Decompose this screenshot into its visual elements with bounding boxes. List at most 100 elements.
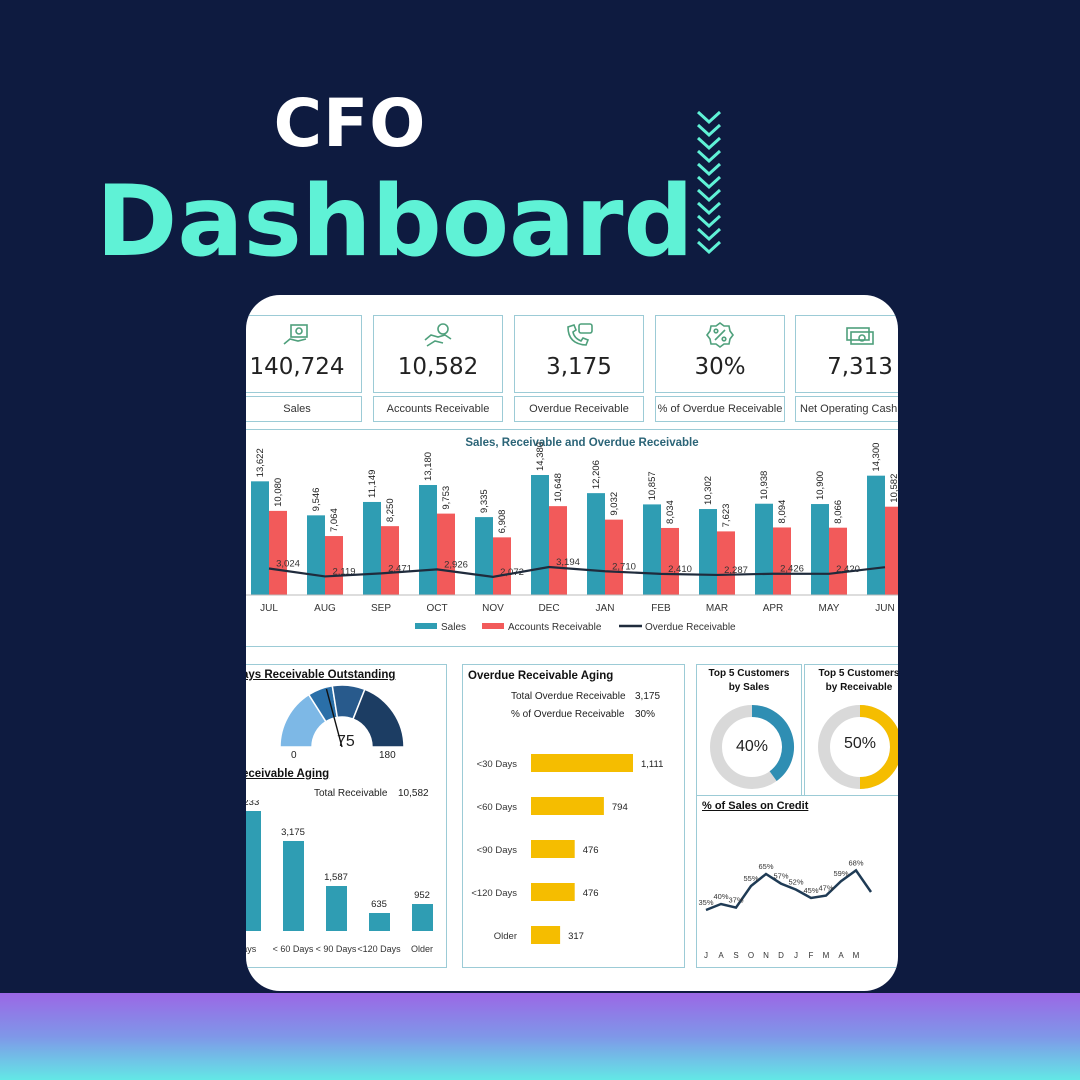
receivable-bar [829,527,847,595]
credit-month-label: J [704,951,708,960]
month-tick-label: OCT [426,603,447,614]
sales-bar [251,481,269,595]
overdue-aging-bar [531,883,575,901]
aging-bar [283,840,304,931]
overdue-aging-category: <120 Days [471,888,517,899]
donut-fill [859,705,898,789]
overdue-aging-value: 317 [568,931,584,942]
sales-bar [531,475,549,595]
receivable-bar [549,506,567,595]
month-tick-label: JUN [875,603,894,614]
aging-bar [369,912,390,931]
sales-bar [419,485,437,595]
aging-category-label: < 60 Days [273,944,314,954]
main-chart-panel [246,429,898,647]
kpi-card-sales: 140,724 [246,315,362,393]
credit-month-label: N [763,951,769,960]
overdue-data-label: 2,420 [836,564,860,575]
credit-month-label: J [794,951,798,960]
overdue-aging-value: 794 [612,802,628,813]
sales-bar [587,493,605,595]
overdue-data-label: 2,410 [668,564,692,575]
receivable-bar [885,506,898,595]
receivable-data-label: 8,034 [665,500,676,524]
aging-bar [246,811,261,931]
aging-chart: ,233 Days 3,175 < 60 Days 1,587 < 90 Days 635 <… [246,800,433,954]
credit-data-label: 68% [848,858,863,867]
overdue-aging-category: <30 Days [477,759,518,770]
overdue-aging-panel [462,664,685,968]
credit-data-label: 59% [833,869,848,878]
dro-gauge [279,685,405,748]
receivable-data-label: 8,094 [777,500,788,524]
legend-label-overdue: Overdue Receivable [645,622,736,633]
credit-data-label: 47% [818,884,833,893]
receivable-data-label: 7,064 [329,508,340,532]
overdue-aging-bar [531,797,604,815]
month-tick-label: DEC [538,603,559,614]
overdue-aging-category: <90 Days [477,845,518,856]
chevron-down-icon [696,110,722,255]
aging-data-label: 1,587 [324,872,348,883]
overdue-aging-bar [531,754,633,772]
credit-line [705,868,873,912]
credit-month-label: O [748,951,754,960]
credit-data-label: 40% [713,892,728,901]
receivable-bar [717,531,735,595]
legend-label-sales: Sales [441,622,466,633]
kpi-card-overdue-percent: 30% [655,315,785,393]
receivable-bar [661,527,679,595]
cash-stack-icon [846,327,874,345]
dro-title: ays Receivable Outstanding [246,669,396,681]
credit-data-label: 37% [728,896,743,905]
kpi-card-accounts-receivable: 10,582 [373,315,503,393]
aging-data-label: 952 [414,890,430,901]
credit-data-label: 35% [698,898,713,907]
kpi-label: Net Operating Cash F [795,396,898,422]
overdue-data-label: 2,926 [444,559,468,570]
dashboard-card: 140,724 Sales 10,582 Accounts Receivable… [246,295,898,991]
credit-data-label: 55% [743,874,758,883]
overdue-aging-bar [531,926,561,944]
receivable-data-label: 9,032 [609,492,620,516]
aging-title: eceivable Aging [246,768,330,780]
donut-fill [751,705,794,781]
money-hand-icon [283,324,308,345]
receivable-bar [325,536,343,595]
credit-month-label: F [809,951,814,960]
kpi-label: Sales [246,396,362,422]
phone-message-icon [567,323,593,346]
sales-data-label: 13,180 [423,452,434,481]
overdue-line [268,565,886,578]
aging-category-label: Older [411,944,433,954]
aging-category-label: Days [246,944,257,954]
sales-data-label: 12,206 [591,460,602,489]
receivable-data-label: 10,582 [889,474,898,503]
credit-data-label: 52% [788,878,803,887]
month-tick-label: MAY [819,603,840,614]
overdue-aging-bar [531,840,575,858]
aging-total-value: 10,582 [398,788,429,799]
overdue-data-label: 3,024 [276,559,300,570]
title-cfo: CFO [273,85,427,162]
top5-receivable-title-2: by Receivable [825,682,893,693]
overdue-aging-category: <60 Days [477,802,518,813]
kpi-value: 10,582 [397,354,479,380]
top5-sales-title-2: by Sales [728,682,770,693]
sales-data-label: 10,857 [647,471,658,500]
sales-data-label: 14,380 [535,442,546,471]
kpi-label: Overdue Receivable [514,396,644,422]
main-chart-title: Sales, Receivable and Overdue Receivable [465,437,698,449]
overdue-data-label: 3,194 [556,557,580,568]
month-tick-label: JUL [260,603,278,614]
handshake-money-icon [424,323,452,347]
receivable-bar [269,510,287,595]
gauge-needle [325,688,343,748]
dro-value: 75 [337,733,355,750]
dro-max: 180 [379,750,396,761]
aging-total-label: Total Receivable [314,788,388,799]
credit-panel [696,795,898,968]
overdue-aging-value: 476 [583,888,599,899]
credit-title: % of Sales on Credit [702,800,809,812]
sales-bar [755,503,773,595]
